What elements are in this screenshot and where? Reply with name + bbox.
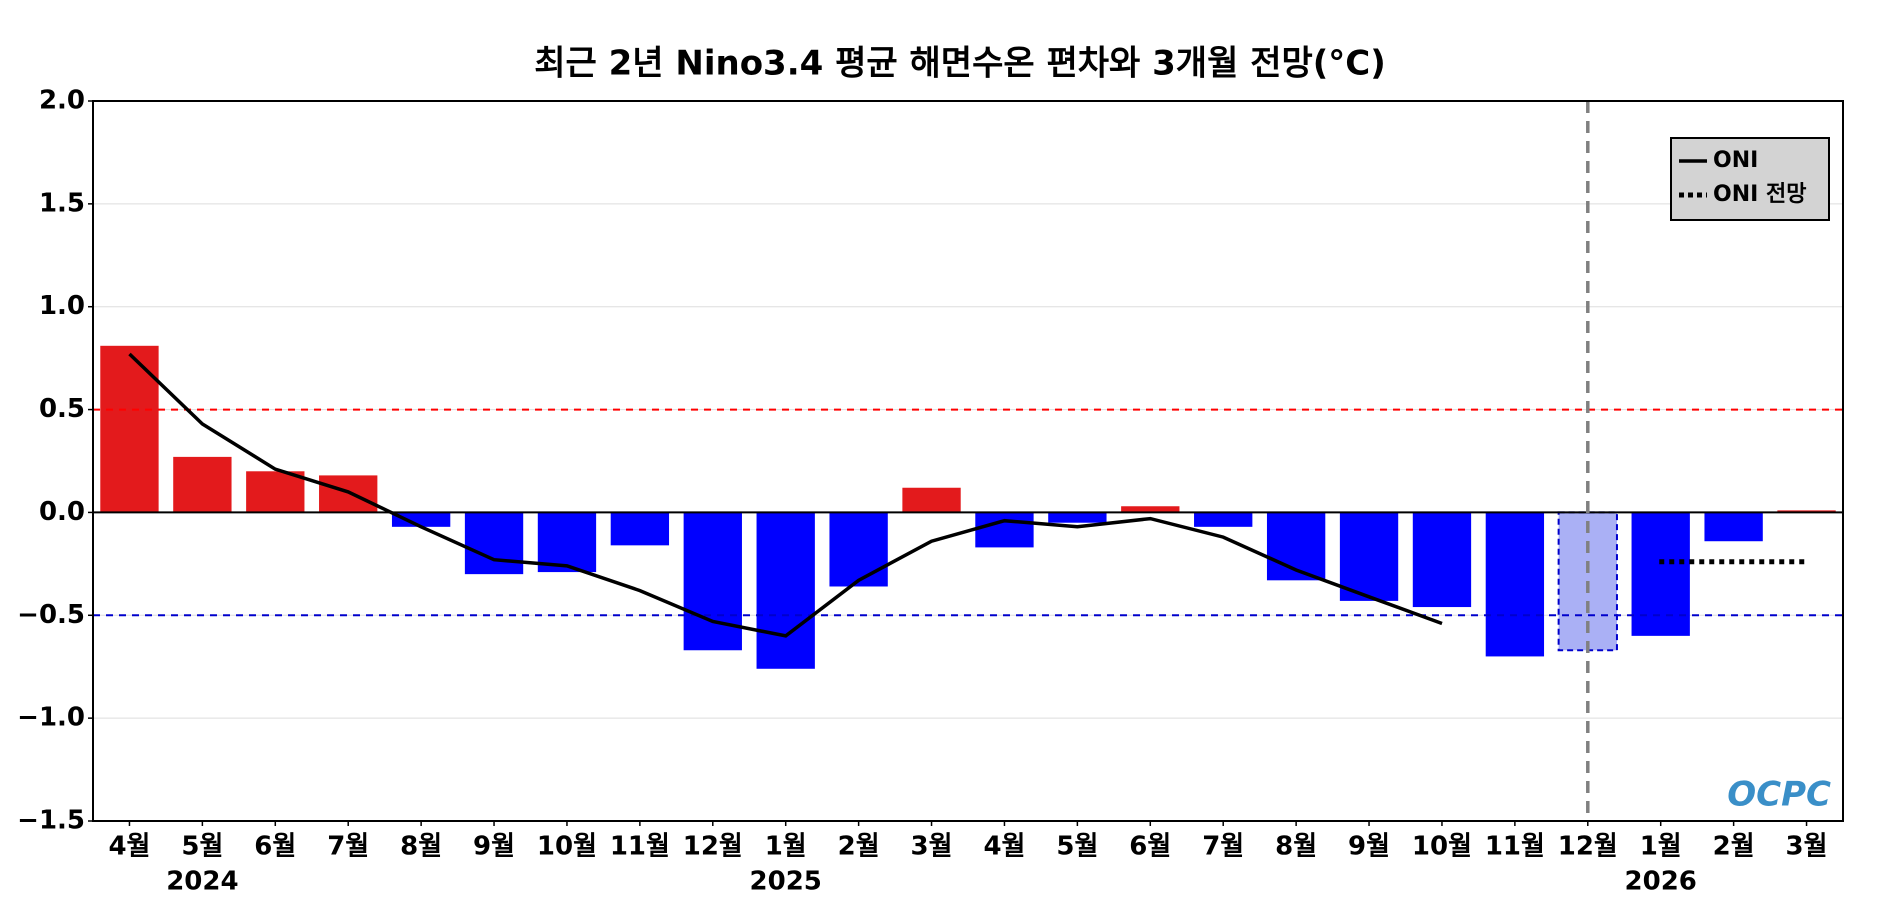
bar — [1048, 512, 1107, 523]
y-tick-label: −1.0 — [17, 703, 85, 733]
x-tick-label: 3월 — [1786, 832, 1828, 862]
x-tick-label: 9월 — [473, 832, 515, 862]
plot-frame — [92, 100, 1844, 822]
x-tick-label: 11월 — [1485, 832, 1545, 862]
x-tick-label: 8월 — [1275, 832, 1317, 862]
x-tick-label: 4월 — [983, 832, 1025, 862]
x-tick-label: 10월 — [537, 832, 597, 862]
bar — [1631, 512, 1690, 636]
bar — [1485, 512, 1545, 657]
bar — [1704, 512, 1763, 542]
bar — [537, 512, 597, 573]
x-tick-label: 3월 — [911, 832, 953, 862]
bar — [683, 512, 742, 651]
x-tick-label: 10월 — [1412, 832, 1472, 862]
x-tick-label: 6월 — [254, 832, 296, 862]
x-tick-label: 1월 — [1640, 832, 1682, 862]
line-series — [128, 352, 1443, 638]
x-tick-label: 9월 — [1348, 832, 1390, 862]
bar — [391, 512, 451, 527]
legend-label: ONI 전망 — [1713, 182, 1806, 207]
legend-label: ONI — [1713, 148, 1758, 173]
y-tick-label: −0.5 — [17, 600, 85, 630]
x-tick-label: 12월 — [683, 832, 743, 862]
x-tick-label: 12월 — [1558, 832, 1618, 862]
year-label: 2024 — [166, 867, 238, 897]
bar — [100, 345, 159, 513]
x-tick-label: 7월 — [327, 832, 369, 862]
logo: OCPC — [1727, 775, 1831, 815]
bar — [902, 487, 961, 513]
x-tick-label: 8월 — [400, 832, 442, 862]
bar — [1339, 512, 1399, 601]
year-label: 2025 — [750, 867, 822, 897]
legend-box — [1670, 137, 1830, 221]
x-tick-label: 7월 — [1202, 832, 1244, 862]
bar — [173, 456, 232, 513]
x-tick-label: 2월 — [1713, 832, 1755, 862]
bar — [464, 512, 524, 575]
x-tick-label: 5월 — [181, 832, 223, 862]
y-tick-label: −1.5 — [17, 806, 85, 836]
y-tick-label: 0.5 — [39, 394, 85, 424]
x-tick-label: 4월 — [108, 832, 150, 862]
bar — [246, 471, 305, 513]
x-tick-label: 6월 — [1129, 832, 1171, 862]
bar — [756, 512, 815, 669]
y-tick-label: 2.0 — [39, 86, 85, 116]
bar — [319, 475, 378, 513]
x-tick-label: 5월 — [1056, 832, 1098, 862]
bar — [1194, 512, 1253, 527]
year-label: 2026 — [1625, 867, 1697, 897]
y-tick-label: 0.0 — [39, 497, 85, 527]
x-tick-label: 1월 — [765, 832, 807, 862]
bar — [610, 512, 670, 546]
bar — [1412, 512, 1472, 608]
bar — [829, 512, 888, 587]
x-tick-label: 2월 — [838, 832, 880, 862]
y-tick-label: 1.5 — [39, 188, 85, 218]
bar — [975, 512, 1034, 548]
chart-title: 최근 2년 Nino3.4 평균 해면수온 편차와 3개월 전망(°C) — [534, 44, 1386, 84]
bar — [1121, 506, 1180, 513]
y-tick-label: 1.0 — [39, 291, 85, 321]
x-tick-label: 11월 — [610, 832, 670, 862]
bar — [1777, 510, 1836, 513]
